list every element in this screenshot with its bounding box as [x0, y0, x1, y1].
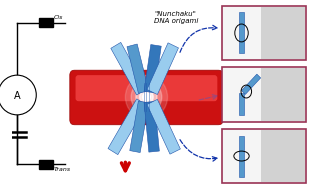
Polygon shape [111, 42, 147, 95]
Bar [222, 6, 306, 60]
Polygon shape [108, 99, 147, 155]
Bar [39, 18, 53, 27]
Polygon shape [144, 45, 161, 93]
Polygon shape [241, 74, 261, 94]
Circle shape [0, 75, 36, 115]
Bar [261, 68, 305, 121]
Circle shape [125, 75, 167, 119]
Polygon shape [127, 44, 149, 93]
Bar [261, 130, 305, 182]
Polygon shape [239, 92, 244, 115]
Circle shape [140, 90, 153, 104]
FancyBboxPatch shape [76, 75, 217, 101]
Polygon shape [147, 99, 180, 154]
Polygon shape [147, 43, 179, 94]
Polygon shape [239, 12, 244, 53]
Bar [261, 7, 305, 59]
Circle shape [131, 81, 162, 113]
Bar [222, 67, 306, 122]
Circle shape [143, 93, 150, 101]
Polygon shape [144, 101, 159, 152]
Text: Trans: Trans [54, 167, 71, 172]
Text: "Nunchaku"
DNA origami: "Nunchaku" DNA origami [154, 11, 198, 24]
Bar [222, 129, 306, 183]
Text: A: A [14, 91, 20, 101]
Polygon shape [239, 136, 244, 177]
Text: Cis: Cis [54, 15, 63, 19]
FancyBboxPatch shape [70, 70, 223, 125]
Circle shape [136, 86, 157, 108]
Polygon shape [130, 101, 149, 153]
Bar [39, 160, 53, 170]
